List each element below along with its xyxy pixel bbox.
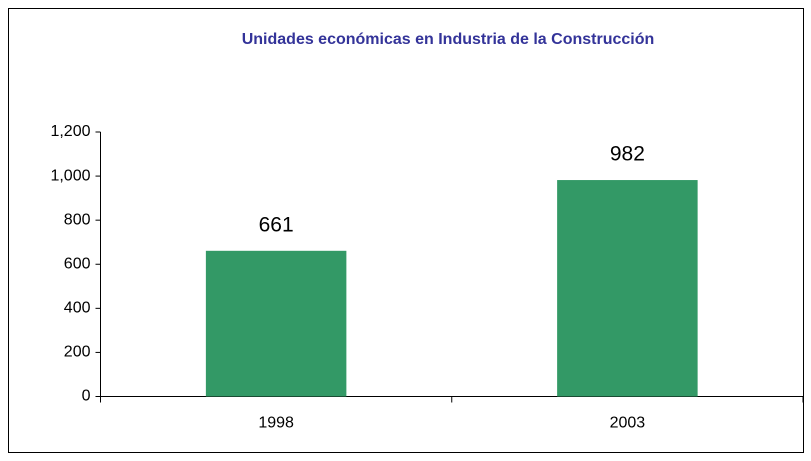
- y-tick-label: 600: [64, 255, 91, 272]
- data-label: 982: [610, 143, 645, 166]
- y-tick-label: 1,000: [50, 167, 90, 184]
- y-tick-label: 0: [82, 388, 91, 405]
- chart-title: Unidades económicas en Industria de la C…: [242, 31, 655, 48]
- x-tick-label: 1998: [258, 415, 294, 432]
- y-tick-label: 1,200: [50, 123, 90, 140]
- x-tick-label: 2003: [610, 415, 646, 432]
- bar: [557, 180, 698, 397]
- bar: [205, 250, 347, 397]
- y-tick-label: 800: [64, 211, 91, 228]
- y-tick-label: 200: [64, 344, 91, 361]
- data-label: 661: [259, 213, 294, 236]
- y-tick-label: 400: [64, 300, 91, 317]
